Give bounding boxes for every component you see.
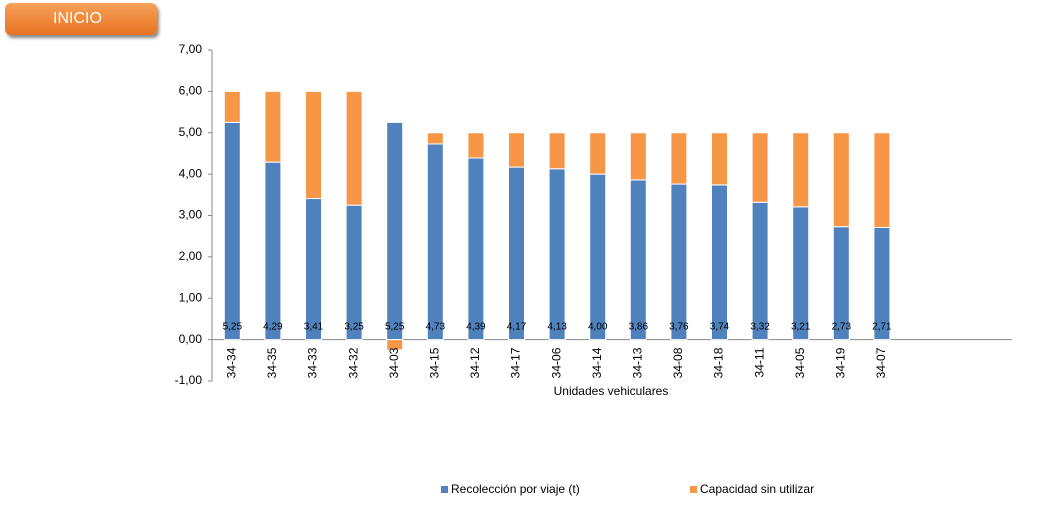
y-tick-label: 7,00: [179, 42, 203, 56]
bar-segment: [426, 143, 444, 341]
bar-segment: [386, 121, 404, 341]
bar-segment: [548, 132, 566, 170]
bar-segment: [670, 183, 688, 341]
bar-segment: [873, 132, 891, 228]
x-tick-label: 34-06: [549, 347, 563, 378]
bar-segment: [711, 184, 728, 341]
value-label: 3,25: [344, 322, 364, 333]
bar-segment: [832, 226, 850, 341]
x-tick-label: 34-18: [712, 347, 726, 378]
bar-segment: [345, 90, 363, 206]
y-tick-label: 5,00: [179, 125, 203, 139]
y-tick-label: 4,00: [179, 166, 203, 180]
x-tick-label: 34-17: [509, 347, 523, 378]
bar-segment: [305, 198, 322, 341]
value-label: 5,25: [385, 322, 405, 333]
bar-segment: [670, 132, 688, 185]
bar-segment: [711, 132, 728, 186]
x-tick-label: 34-07: [874, 347, 888, 378]
value-label: 5,25: [223, 322, 243, 333]
value-label: 3,21: [791, 322, 811, 333]
y-tick-label: -1,00: [175, 373, 203, 387]
legend-label: Recolección por viaje (t): [451, 482, 580, 496]
legend-label: Capacidad sin utilizar: [700, 482, 814, 496]
bar-segment: [508, 166, 525, 341]
bar-segment: [629, 132, 647, 181]
value-label: 3,76: [669, 322, 689, 333]
bar-segment: [508, 132, 525, 168]
y-tick-label: 3,00: [179, 208, 203, 222]
value-label: 2,71: [872, 322, 892, 333]
y-tick-label: 6,00: [179, 84, 203, 98]
x-tick-label: 34-32: [346, 347, 360, 378]
x-tick-label: 34-35: [265, 347, 279, 378]
inicio-button[interactable]: INICIO: [5, 3, 157, 35]
value-label: 2,73: [832, 322, 852, 333]
bar-segment: [426, 132, 444, 145]
y-tick-label: 1,00: [179, 290, 203, 304]
x-tick-label: 34-11: [752, 347, 766, 377]
x-tick-label: 34-34: [224, 347, 238, 378]
bar-segment: [873, 226, 891, 341]
value-label: 3,74: [710, 322, 730, 333]
bar-segment: [467, 157, 485, 341]
bar-segment: [223, 121, 241, 341]
x-tick-label: 34-15: [427, 347, 441, 378]
bar-segment: [832, 132, 850, 228]
bar-segment: [467, 132, 485, 159]
bar-segment: [223, 90, 241, 123]
x-tick-label: 34-08: [671, 347, 685, 378]
bar-segment: [264, 90, 282, 163]
x-tick-label: 34-14: [590, 347, 604, 378]
legend-swatch: [690, 486, 697, 493]
y-tick-label: 0,00: [179, 332, 203, 346]
bar-segment: [548, 168, 566, 341]
x-tick-label: 34-33: [306, 347, 320, 378]
value-label: 4,39: [466, 322, 486, 333]
value-label: 4,00: [588, 322, 608, 333]
x-tick-label: 34-19: [833, 347, 847, 378]
value-label: 4,29: [263, 322, 283, 333]
bar-segment: [386, 339, 404, 351]
value-label: 3,86: [629, 322, 649, 333]
x-tick-label: 34-05: [793, 347, 807, 378]
x-axis-title: Unidades vehiculares: [554, 384, 669, 398]
value-label: 4,73: [426, 322, 446, 333]
y-tick-label: 2,00: [179, 249, 203, 263]
x-tick-label: 34-12: [468, 347, 482, 378]
bar-segment: [345, 204, 363, 341]
value-label: 3,41: [304, 322, 324, 333]
x-tick-label: 34-03: [387, 347, 401, 378]
bar-segment: [264, 161, 282, 341]
value-label: 4,17: [507, 322, 527, 333]
bar-segment: [629, 179, 647, 341]
x-tick-label: 34-13: [630, 347, 644, 378]
value-label: 3,32: [750, 322, 770, 333]
legend-swatch: [441, 486, 448, 493]
bar-segment: [305, 90, 322, 200]
value-label: 4,13: [547, 322, 567, 333]
bar-segment: [751, 201, 769, 341]
bar-segment: [792, 206, 810, 341]
bar-segment: [589, 173, 607, 341]
bar-segment: [589, 132, 607, 175]
bar-segment: [751, 132, 769, 203]
bar-segment: [792, 132, 810, 208]
